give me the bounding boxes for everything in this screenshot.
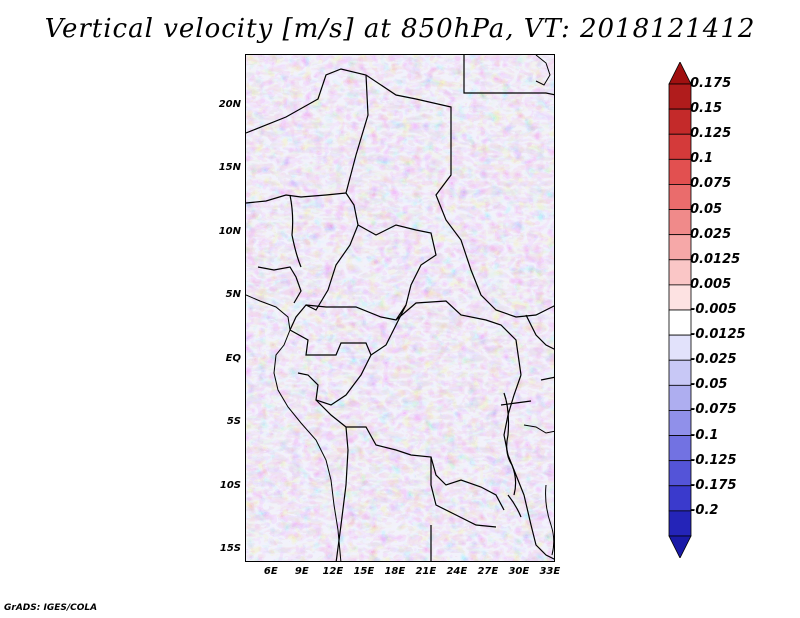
lake-malawi [545, 484, 554, 556]
colorbar-level-label: 0.05 [690, 201, 723, 217]
lat-tick-label: 10N [218, 225, 241, 237]
lat-tick-label: 15N [218, 162, 241, 174]
colorbar-level-label: 0.1 [690, 151, 714, 167]
lake-victoria [523, 424, 554, 434]
lon-tick-label: 21E [415, 566, 437, 577]
colorbar-swatch [668, 510, 692, 537]
border-rwanda [500, 400, 532, 406]
colorbar [668, 62, 692, 558]
lon-tick-label: 18E [384, 566, 406, 577]
colorbar-swatch [668, 234, 692, 261]
border-car [357, 224, 437, 321]
border-nigeria [257, 266, 302, 304]
border-great-lakes [540, 376, 554, 381]
border-west-sahel [246, 192, 347, 204]
colorbar-level-label: 0.0125 [690, 251, 741, 267]
colorbar-level-label: -0.05 [690, 377, 728, 393]
lat-tick-label: 20N [218, 98, 241, 110]
border-nigeria-cameroon [289, 194, 302, 268]
border-east [435, 145, 554, 318]
lon-tick-label: 12E [322, 566, 344, 577]
colorbar-swatch [668, 259, 692, 286]
border-congo-river [370, 304, 407, 356]
colorbar-level-label: -0.025 [690, 352, 737, 368]
map-panel [245, 54, 555, 562]
colorbar-level-label: -0.125 [690, 452, 737, 468]
lon-tick-label: 6E [263, 566, 278, 577]
border-north [246, 68, 452, 145]
colorbar-level-label: 0.15 [690, 101, 723, 117]
colorbar-level-label: -0.0125 [690, 327, 746, 343]
colorbar-swatch [668, 108, 692, 135]
colorbar-swatch [668, 284, 692, 311]
colorbar-level-label: 0.175 [690, 76, 732, 91]
lon-tick-label: 9E [294, 566, 309, 577]
colorbar-level-label: -0.075 [690, 402, 737, 418]
lat-tick-label: 5S [226, 416, 241, 428]
colorbar-swatch [668, 158, 692, 185]
lon-tick-label: 24E [446, 566, 468, 577]
colorbar-swatch [668, 209, 692, 236]
lat-tick-label: 10S [219, 479, 241, 491]
colorbar-level-label: 0.005 [690, 276, 732, 292]
lake-mweru [507, 494, 522, 518]
colorbar-over-arrow [668, 62, 692, 85]
coastline [246, 55, 554, 561]
atlantic-coast [246, 294, 342, 561]
colorbar-swatch [668, 359, 692, 386]
lon-tick-label: 33E [539, 566, 561, 577]
colorbar-swatch [668, 435, 692, 462]
country-borders [246, 55, 554, 561]
colorbar-level-label: 0.075 [690, 176, 732, 192]
border-southeast [530, 524, 554, 560]
grads-credit: GrADS: IGES/COLA [4, 603, 98, 613]
lat-tick-label: 5N [225, 289, 241, 301]
colorbar-swatch [668, 334, 692, 361]
colorbar-level-label: -0.175 [690, 477, 737, 493]
colorbar-swatch [668, 309, 692, 336]
lon-tick-label: 30E [508, 566, 530, 577]
colorbar-swatch [668, 460, 692, 487]
lon-tick-label: 15E [353, 566, 375, 577]
colorbar-swatch [668, 83, 692, 110]
red-sea-coast [535, 55, 551, 86]
colorbar-level-label: 0.025 [690, 226, 732, 242]
border-rift [503, 374, 532, 526]
colorbar-swatch [668, 184, 692, 210]
lon-tick-label: 27E [477, 566, 499, 577]
velocity-shading-overlay [246, 55, 554, 561]
vertical-velocity-field [246, 55, 554, 561]
chart-title: Vertical velocity [m/s] at 850hPa, VT: 2… [44, 14, 756, 44]
colorbar-swatch [668, 485, 692, 512]
border-angola-west [335, 426, 349, 561]
colorbar-swatch [668, 410, 692, 436]
colorbar-level-label: -0.005 [690, 302, 737, 317]
border-zambia [430, 456, 505, 511]
colorbar-level-label: -0.2 [690, 502, 719, 518]
colorbar-swatch [668, 133, 692, 160]
lat-tick-label: 15S [219, 543, 241, 555]
colorbar-level-label: 0.125 [690, 126, 732, 142]
colorbar-swatch [668, 384, 692, 411]
border-drc-north [305, 300, 522, 376]
lat-tick-label: EQ [225, 352, 241, 364]
colorbar-level-label: -0.1 [690, 427, 719, 443]
colorbar-under-arrow [668, 535, 692, 558]
border-uganda [525, 314, 554, 350]
border-northeast [463, 55, 554, 96]
velocity-tint [246, 55, 554, 561]
lake-tanganyika [503, 392, 517, 496]
border-gabon-congo [289, 329, 372, 406]
